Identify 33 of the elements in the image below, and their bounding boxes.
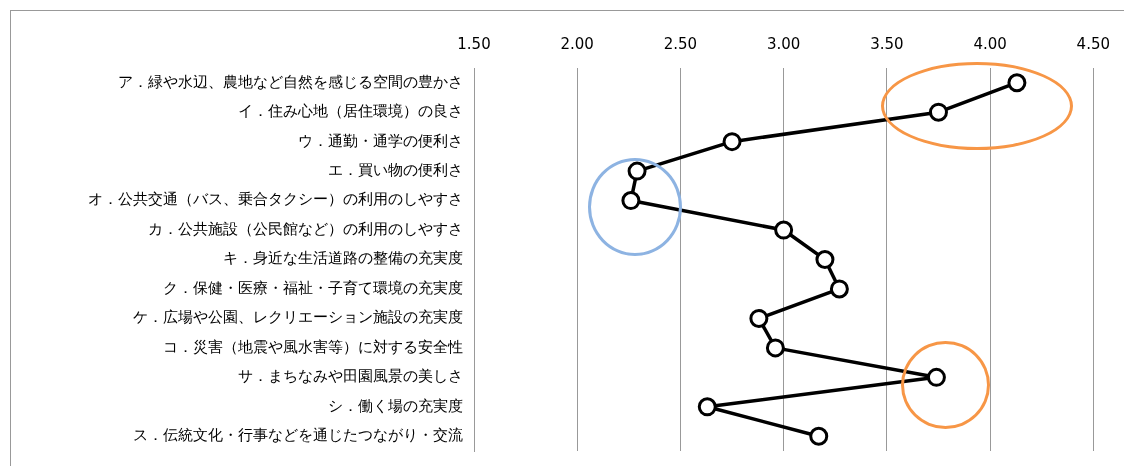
y-tick-label: ケ．広場や公園、レクリエーション施設の充実度 — [133, 308, 463, 327]
point — [1007, 73, 1027, 93]
y-tick-label: カ．公共施設（公民館など）の利用のしやすさ — [148, 219, 463, 238]
point — [749, 308, 769, 328]
y-tick-label: サ．まちなみや田園風景の美しさ — [238, 367, 463, 386]
y-tick-label: ウ．通勤・通学の便利さ — [298, 131, 463, 150]
point — [815, 250, 835, 269]
y-tick-label: シ．働く場の充実度 — [328, 396, 463, 415]
point — [627, 161, 647, 181]
point — [765, 338, 785, 358]
x-tick-label: 2.50 — [663, 34, 698, 53]
point — [829, 279, 849, 299]
x-tick-label: 3.50 — [870, 34, 904, 53]
y-tick-label: コ．災害（地震や風水害等）に対する安全性 — [163, 337, 463, 356]
point — [926, 367, 946, 387]
x-tick-label: 1.50 — [457, 34, 491, 53]
point — [809, 426, 829, 446]
x-tick-label: 4.50 — [1076, 34, 1110, 53]
y-tick-label: オ．公共交通（バス、乗合タクシー）の利用のしやすさ — [88, 190, 463, 209]
y-tick-label: エ．買い物の便利さ — [328, 161, 463, 180]
point — [722, 132, 742, 152]
y-tick-label: イ．住み心地（居住環境）の良さ — [238, 102, 463, 121]
y-tick-label: ア．緑や水辺、農地など自然を感じる空間の豊かさ — [118, 72, 463, 91]
y-tick-label: キ．身近な生活道路の整備の充実度 — [223, 249, 463, 268]
x-tick-label: 4.00 — [973, 34, 1007, 53]
y-tick-label: ク．保健・医療・福祉・子育て環境の充実度 — [163, 278, 463, 297]
x-tick-label: 2.00 — [560, 34, 594, 53]
point — [697, 397, 717, 417]
point — [928, 102, 948, 122]
point — [774, 220, 794, 240]
y-tick-label: ス．伝統文化・行事などを通じたつながり・交流 — [133, 426, 463, 445]
x-tick-label: 3.00 — [766, 34, 801, 53]
point — [621, 191, 641, 211]
